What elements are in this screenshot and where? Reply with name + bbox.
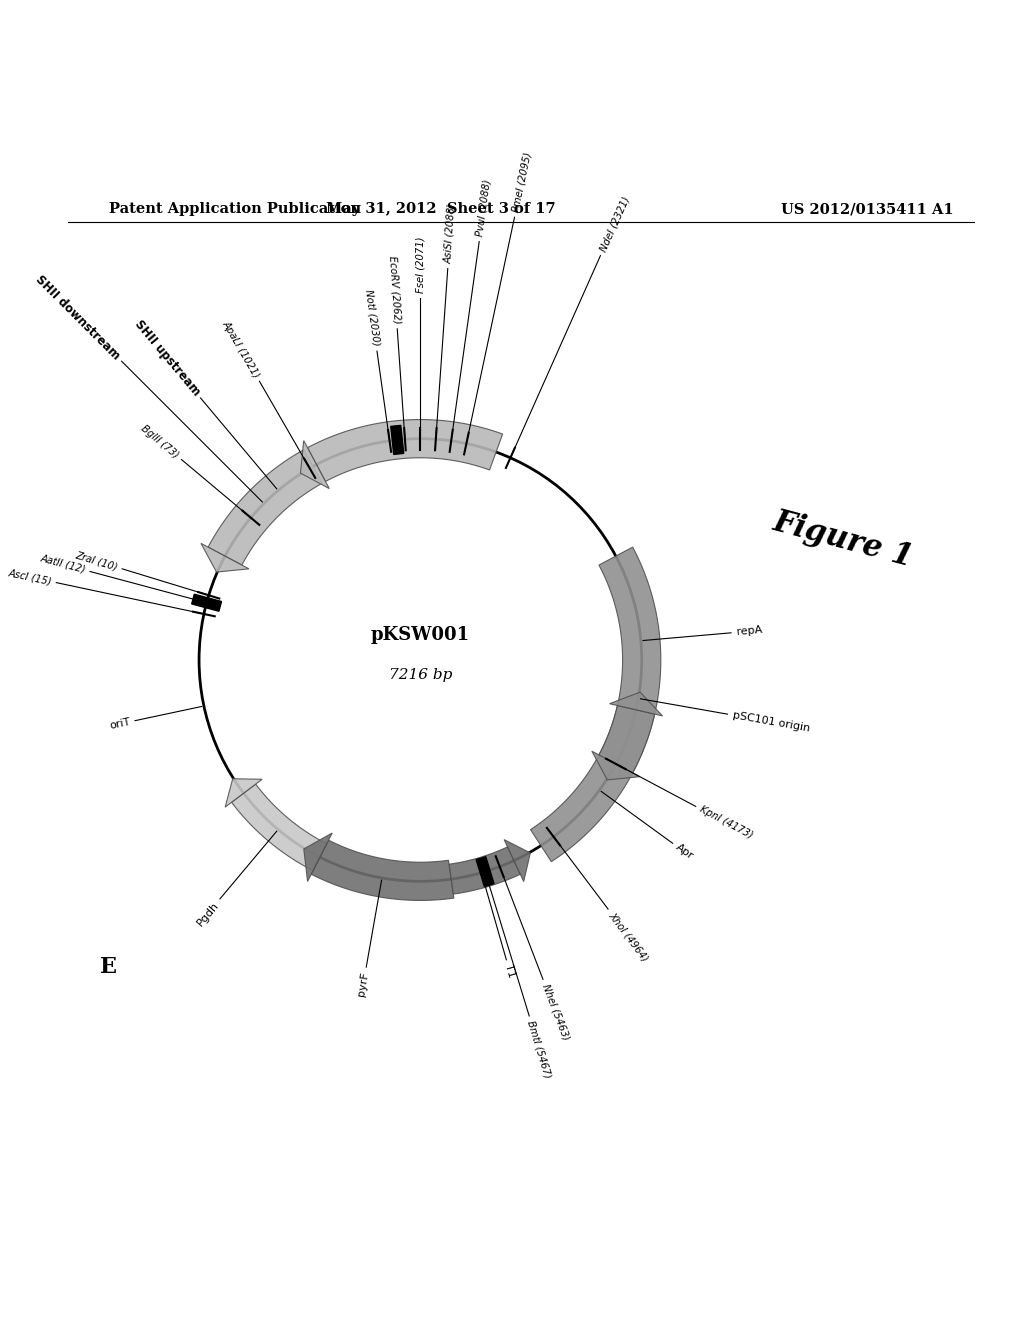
Text: Patent Application Publication: Patent Application Publication xyxy=(109,202,360,216)
Polygon shape xyxy=(450,847,520,894)
Text: FseI (2071): FseI (2071) xyxy=(416,236,425,293)
Text: E: E xyxy=(100,956,117,978)
Text: SHII upstream: SHII upstream xyxy=(131,318,203,399)
Text: pyrF: pyrF xyxy=(356,972,371,997)
Text: AscI (15): AscI (15) xyxy=(7,568,52,586)
Polygon shape xyxy=(609,692,663,715)
Bar xyxy=(391,425,403,454)
Polygon shape xyxy=(311,840,454,900)
Text: ZraI (10): ZraI (10) xyxy=(74,549,119,572)
Text: XhoI (4964): XhoI (4964) xyxy=(607,909,650,964)
Text: PvuI (2088): PvuI (2088) xyxy=(475,178,493,238)
Text: ApaLI (1021): ApaLI (1021) xyxy=(220,318,261,379)
Text: PmeI (2095): PmeI (2095) xyxy=(511,152,534,214)
Text: Apr: Apr xyxy=(674,842,695,862)
Text: pKSW001: pKSW001 xyxy=(371,626,470,644)
Text: KpnI (4173): KpnI (4173) xyxy=(697,804,755,841)
Text: EcoRV (2062): EcoRV (2062) xyxy=(387,255,401,325)
Text: AsiSI (2088): AsiSI (2088) xyxy=(443,203,458,264)
Text: SHII downstream: SHII downstream xyxy=(33,273,123,362)
Text: pSC101 origin: pSC101 origin xyxy=(731,710,810,734)
Polygon shape xyxy=(592,751,640,780)
Polygon shape xyxy=(530,705,654,862)
Polygon shape xyxy=(304,833,332,882)
Polygon shape xyxy=(201,544,249,572)
Bar xyxy=(476,857,494,887)
Polygon shape xyxy=(504,840,530,882)
Text: oriT: oriT xyxy=(109,717,131,731)
Bar xyxy=(191,594,221,611)
Text: AatII (12): AatII (12) xyxy=(39,553,86,576)
Text: NheI (5463): NheI (5463) xyxy=(540,982,570,1041)
Polygon shape xyxy=(225,779,262,807)
Text: Figure 1: Figure 1 xyxy=(769,506,916,573)
Text: BmtI (5467): BmtI (5467) xyxy=(526,1019,553,1080)
Text: US 2012/0135411 A1: US 2012/0135411 A1 xyxy=(781,202,953,216)
Polygon shape xyxy=(300,441,330,488)
Text: T1: T1 xyxy=(503,964,516,979)
Polygon shape xyxy=(208,450,323,565)
Polygon shape xyxy=(599,546,660,774)
Text: 7216 bp: 7216 bp xyxy=(389,668,452,682)
Text: NotI (2030): NotI (2030) xyxy=(364,289,381,347)
Text: NdeI (2321): NdeI (2321) xyxy=(598,195,631,253)
Polygon shape xyxy=(231,784,327,871)
Polygon shape xyxy=(307,420,503,482)
Text: BglII (73): BglII (73) xyxy=(139,424,181,461)
Text: repA: repA xyxy=(735,626,762,638)
Text: Pgdh: Pgdh xyxy=(195,899,220,928)
Text: May 31, 2012  Sheet 3 of 17: May 31, 2012 Sheet 3 of 17 xyxy=(326,202,555,216)
